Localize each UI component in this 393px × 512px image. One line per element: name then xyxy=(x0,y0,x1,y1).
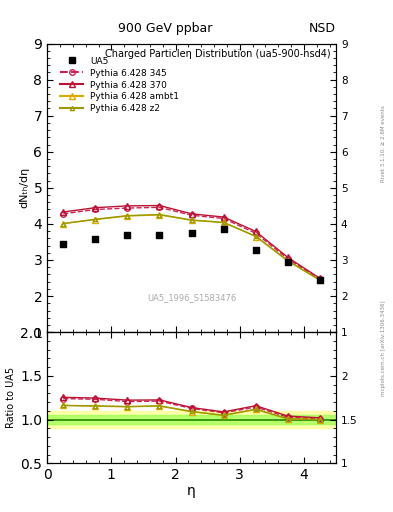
Point xyxy=(220,225,227,233)
Point xyxy=(124,231,130,240)
X-axis label: η: η xyxy=(187,484,196,498)
Point xyxy=(285,258,291,266)
Y-axis label: Ratio to UA5: Ratio to UA5 xyxy=(6,367,16,429)
Text: Charged Particleη Distribution (ua5-900-nsd4): Charged Particleη Distribution (ua5-900-… xyxy=(105,49,330,59)
Point xyxy=(253,246,259,254)
Point xyxy=(317,276,323,284)
Point xyxy=(60,240,66,248)
Y-axis label: dNₜₕ/dη: dNₜₕ/dη xyxy=(19,167,29,208)
Legend: UA5, Pythia 6.428 345, Pythia 6.428 370, Pythia 6.428 ambt1, Pythia 6.428 z2: UA5, Pythia 6.428 345, Pythia 6.428 370,… xyxy=(61,57,179,113)
Text: UA5_1996_S1583476: UA5_1996_S1583476 xyxy=(147,293,236,302)
Text: 900 GeV ppbar: 900 GeV ppbar xyxy=(118,22,212,34)
Point xyxy=(189,228,195,237)
Point xyxy=(92,236,98,244)
Text: Rivet 3.1.10, ≥ 2.6M events: Rivet 3.1.10, ≥ 2.6M events xyxy=(381,105,386,182)
Text: NSD: NSD xyxy=(309,22,336,34)
Text: mcplots.cern.ch [arXiv:1306.3436]: mcplots.cern.ch [arXiv:1306.3436] xyxy=(381,301,386,396)
Point xyxy=(156,231,163,240)
Bar xyxy=(47,415,336,424)
Bar xyxy=(47,411,336,429)
